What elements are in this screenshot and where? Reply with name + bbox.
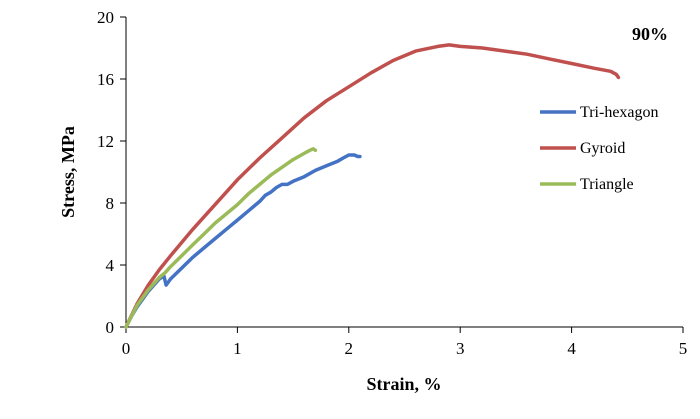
x-axis-title: Strain, % bbox=[366, 374, 441, 394]
y-ticks: 0 4 8 12 16 20 bbox=[97, 8, 126, 337]
chart-annotation: 90% bbox=[632, 24, 668, 44]
x-tick-label: 2 bbox=[345, 339, 354, 358]
y-tick-label: 12 bbox=[97, 132, 114, 151]
x-tick-label: 0 bbox=[122, 339, 131, 358]
x-tick-label: 3 bbox=[456, 339, 465, 358]
x-tick-label: 1 bbox=[233, 339, 242, 358]
x-tick-label: 5 bbox=[679, 339, 688, 358]
y-axis-title: Stress, MPa bbox=[58, 126, 78, 218]
y-tick-label: 16 bbox=[97, 70, 114, 89]
series-line-gyroid bbox=[124, 43, 621, 329]
y-tick-label: 4 bbox=[106, 256, 115, 275]
legend-label-triangle: Triangle bbox=[580, 176, 634, 193]
series-line-triangle bbox=[124, 147, 318, 329]
legend-label-tri-hexagon: Tri-hexagon bbox=[580, 104, 659, 121]
x-ticks: 0 1 2 3 4 5 bbox=[122, 327, 688, 358]
series-lines bbox=[124, 43, 621, 329]
series-line-tri-hexagon bbox=[124, 153, 362, 329]
x-tick-label: 4 bbox=[567, 339, 576, 358]
legend-label-gyroid: Gyroid bbox=[580, 140, 625, 157]
y-tick-label: 0 bbox=[106, 318, 115, 337]
y-tick-label: 8 bbox=[106, 194, 115, 213]
y-tick-label: 20 bbox=[97, 8, 114, 27]
legend: Tri-hexagon Gyroid Triangle bbox=[540, 104, 659, 193]
axes bbox=[125, 17, 683, 328]
